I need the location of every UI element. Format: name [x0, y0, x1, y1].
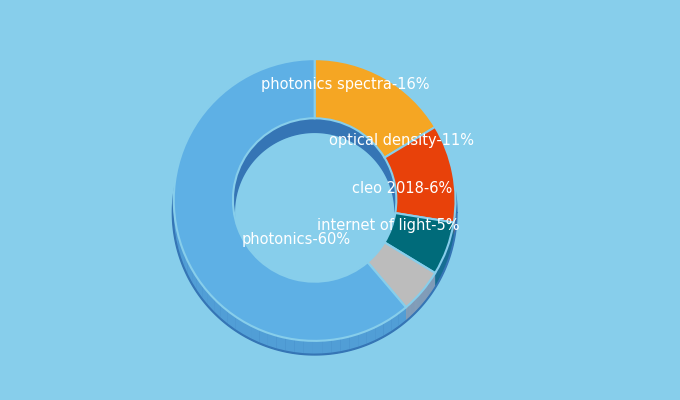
Polygon shape	[235, 316, 243, 334]
Polygon shape	[251, 326, 259, 342]
Polygon shape	[243, 321, 251, 338]
Polygon shape	[398, 307, 406, 326]
Wedge shape	[384, 127, 456, 222]
Wedge shape	[315, 59, 435, 158]
Polygon shape	[178, 236, 181, 257]
Polygon shape	[188, 261, 192, 282]
Polygon shape	[202, 285, 208, 305]
Polygon shape	[294, 340, 304, 353]
Polygon shape	[175, 218, 176, 239]
Text: optical density-11%: optical density-11%	[330, 133, 475, 148]
Polygon shape	[358, 331, 367, 347]
Polygon shape	[176, 226, 178, 248]
Polygon shape	[268, 333, 277, 348]
Polygon shape	[174, 208, 175, 230]
Text: internet of light-5%: internet of light-5%	[317, 218, 459, 233]
Polygon shape	[208, 292, 214, 311]
Polygon shape	[221, 305, 228, 324]
Polygon shape	[197, 277, 202, 298]
Polygon shape	[350, 334, 358, 349]
Polygon shape	[228, 311, 235, 329]
Polygon shape	[384, 318, 391, 336]
Polygon shape	[277, 336, 286, 350]
Polygon shape	[375, 323, 384, 340]
Wedge shape	[174, 59, 406, 341]
Polygon shape	[313, 341, 322, 354]
Polygon shape	[322, 340, 331, 353]
Wedge shape	[384, 213, 454, 273]
Text: cleo 2018-6%: cleo 2018-6%	[352, 181, 452, 196]
Polygon shape	[172, 70, 457, 355]
Polygon shape	[181, 244, 184, 266]
Polygon shape	[304, 340, 313, 354]
Polygon shape	[331, 338, 341, 352]
Polygon shape	[286, 338, 294, 352]
Polygon shape	[184, 253, 188, 274]
Polygon shape	[259, 330, 268, 346]
Polygon shape	[391, 313, 398, 331]
Wedge shape	[368, 242, 435, 307]
Text: photonics-60%: photonics-60%	[241, 232, 350, 247]
Polygon shape	[214, 299, 221, 318]
Polygon shape	[367, 327, 375, 344]
Text: photonics spectra-16%: photonics spectra-16%	[261, 77, 430, 92]
Polygon shape	[341, 336, 350, 351]
Polygon shape	[192, 270, 197, 290]
